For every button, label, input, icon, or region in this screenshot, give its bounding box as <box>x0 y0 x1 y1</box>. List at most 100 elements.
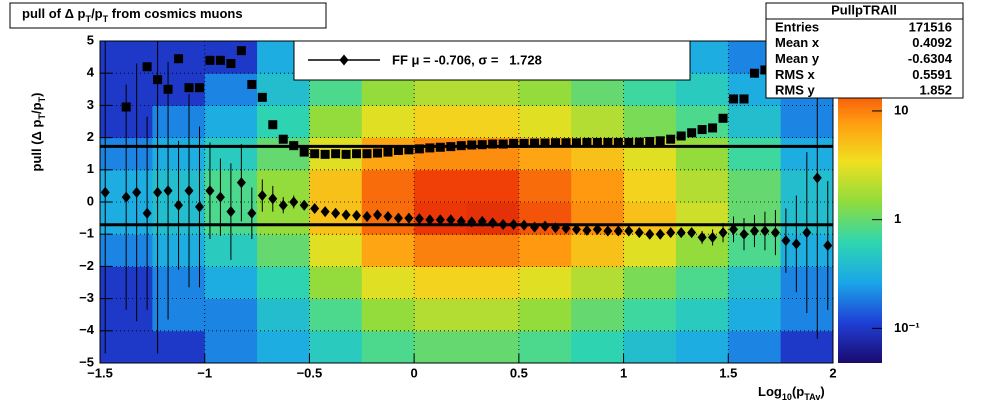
square-marker <box>477 140 487 150</box>
x-tick-label: −0.5 <box>297 365 323 380</box>
square-marker <box>226 59 236 69</box>
y-axis-label-part: T <box>37 96 47 102</box>
heat-cell <box>204 73 258 106</box>
heat-cell <box>571 169 625 203</box>
heat-cell <box>571 330 625 364</box>
square-marker <box>121 102 131 112</box>
heat-cell <box>361 105 415 139</box>
heat-cell <box>623 105 677 139</box>
diamond-marker <box>331 207 341 219</box>
square-marker <box>425 143 435 153</box>
heat-cell <box>675 266 729 300</box>
heat-cell <box>414 330 467 364</box>
heat-cell <box>257 169 310 203</box>
heat-cell <box>309 169 363 203</box>
square-marker <box>687 128 697 138</box>
square-marker <box>561 138 571 148</box>
y-axis-label: pull (Δ pT/pT) <box>29 93 47 172</box>
heat-cell <box>623 169 677 203</box>
heat-cell <box>309 330 363 364</box>
diamond-marker <box>666 227 676 239</box>
x-axis-label-part: TAv <box>804 392 821 402</box>
heat-cell <box>152 266 206 300</box>
diamond-marker <box>194 201 204 213</box>
chart-title: pull of Δ pT/pT from cosmics muons <box>22 6 243 24</box>
square-marker <box>372 148 382 158</box>
diamond-marker <box>404 212 414 224</box>
diamond-marker <box>236 177 246 189</box>
diamond-marker <box>477 215 487 227</box>
square-marker <box>289 141 299 151</box>
diamond-marker <box>320 206 330 218</box>
heat-cell <box>361 169 415 203</box>
square-marker <box>362 149 372 159</box>
heat-cell <box>571 234 625 267</box>
stats-label: RMS y <box>775 83 816 98</box>
y-tick-label: −3 <box>79 290 94 305</box>
square-marker <box>257 92 267 102</box>
heat-cell <box>675 169 729 203</box>
diamond-marker <box>645 228 655 240</box>
diamond-marker <box>687 227 697 239</box>
diamond-marker <box>132 186 142 198</box>
chart-title-part: pull of Δ p <box>22 6 86 21</box>
heat-cell <box>257 266 310 300</box>
heat-cell <box>414 298 467 332</box>
diamond-marker <box>247 207 257 219</box>
square-marker <box>393 145 403 155</box>
legend-marker <box>339 54 349 66</box>
diamond-marker <box>823 239 833 251</box>
square-marker <box>467 140 477 150</box>
heat-cell <box>309 105 363 139</box>
diamond-marker <box>278 199 288 211</box>
square-marker <box>645 136 655 146</box>
diamond-marker <box>519 219 529 231</box>
diamond-marker <box>456 215 466 227</box>
diamond-marker <box>362 210 372 222</box>
square-marker <box>603 137 613 147</box>
heat-cell <box>571 105 625 139</box>
diamond-marker <box>467 216 477 228</box>
heat-cell <box>204 105 258 139</box>
diamond-marker <box>634 227 644 239</box>
heat-cell <box>675 137 729 171</box>
square-marker <box>509 138 519 148</box>
diamond-marker <box>383 210 393 222</box>
y-axis-label-part: /p <box>29 102 44 114</box>
square-marker <box>278 134 288 144</box>
diamond-marker <box>739 228 749 240</box>
heat-cell <box>623 234 677 267</box>
diamond-marker <box>603 225 613 237</box>
heat-cell <box>518 169 572 203</box>
diamond-marker <box>498 219 508 231</box>
heat-cell <box>728 266 782 300</box>
square-marker <box>739 94 749 104</box>
x-tick-label: 0.5 <box>510 365 528 380</box>
diamond-marker <box>184 185 194 197</box>
heat-cell <box>466 330 520 364</box>
heat-cell <box>728 137 782 171</box>
square-marker <box>383 147 393 157</box>
square-marker <box>613 137 623 147</box>
diamond-marker <box>257 190 267 202</box>
diamond-marker <box>414 213 424 225</box>
heat-cell <box>623 298 677 332</box>
heat-cell <box>414 169 467 203</box>
square-marker <box>655 136 665 146</box>
diamond-marker <box>372 209 382 221</box>
square-marker <box>718 113 728 123</box>
x-axis-label-part: (p <box>792 384 804 399</box>
diamond-marker <box>613 225 623 237</box>
heat-cell <box>728 105 782 139</box>
y-axis-label-part: T <box>37 114 47 120</box>
square-marker <box>666 134 676 144</box>
stats-value: 0.4092 <box>912 35 952 50</box>
square-marker <box>624 137 634 147</box>
x-axis-label-part: ) <box>820 384 824 399</box>
square-marker <box>215 55 225 65</box>
square-marker <box>174 54 184 64</box>
diamond-marker <box>551 222 561 234</box>
diamond-marker <box>812 172 822 184</box>
heat-cell <box>152 105 206 139</box>
square-marker <box>749 68 759 78</box>
